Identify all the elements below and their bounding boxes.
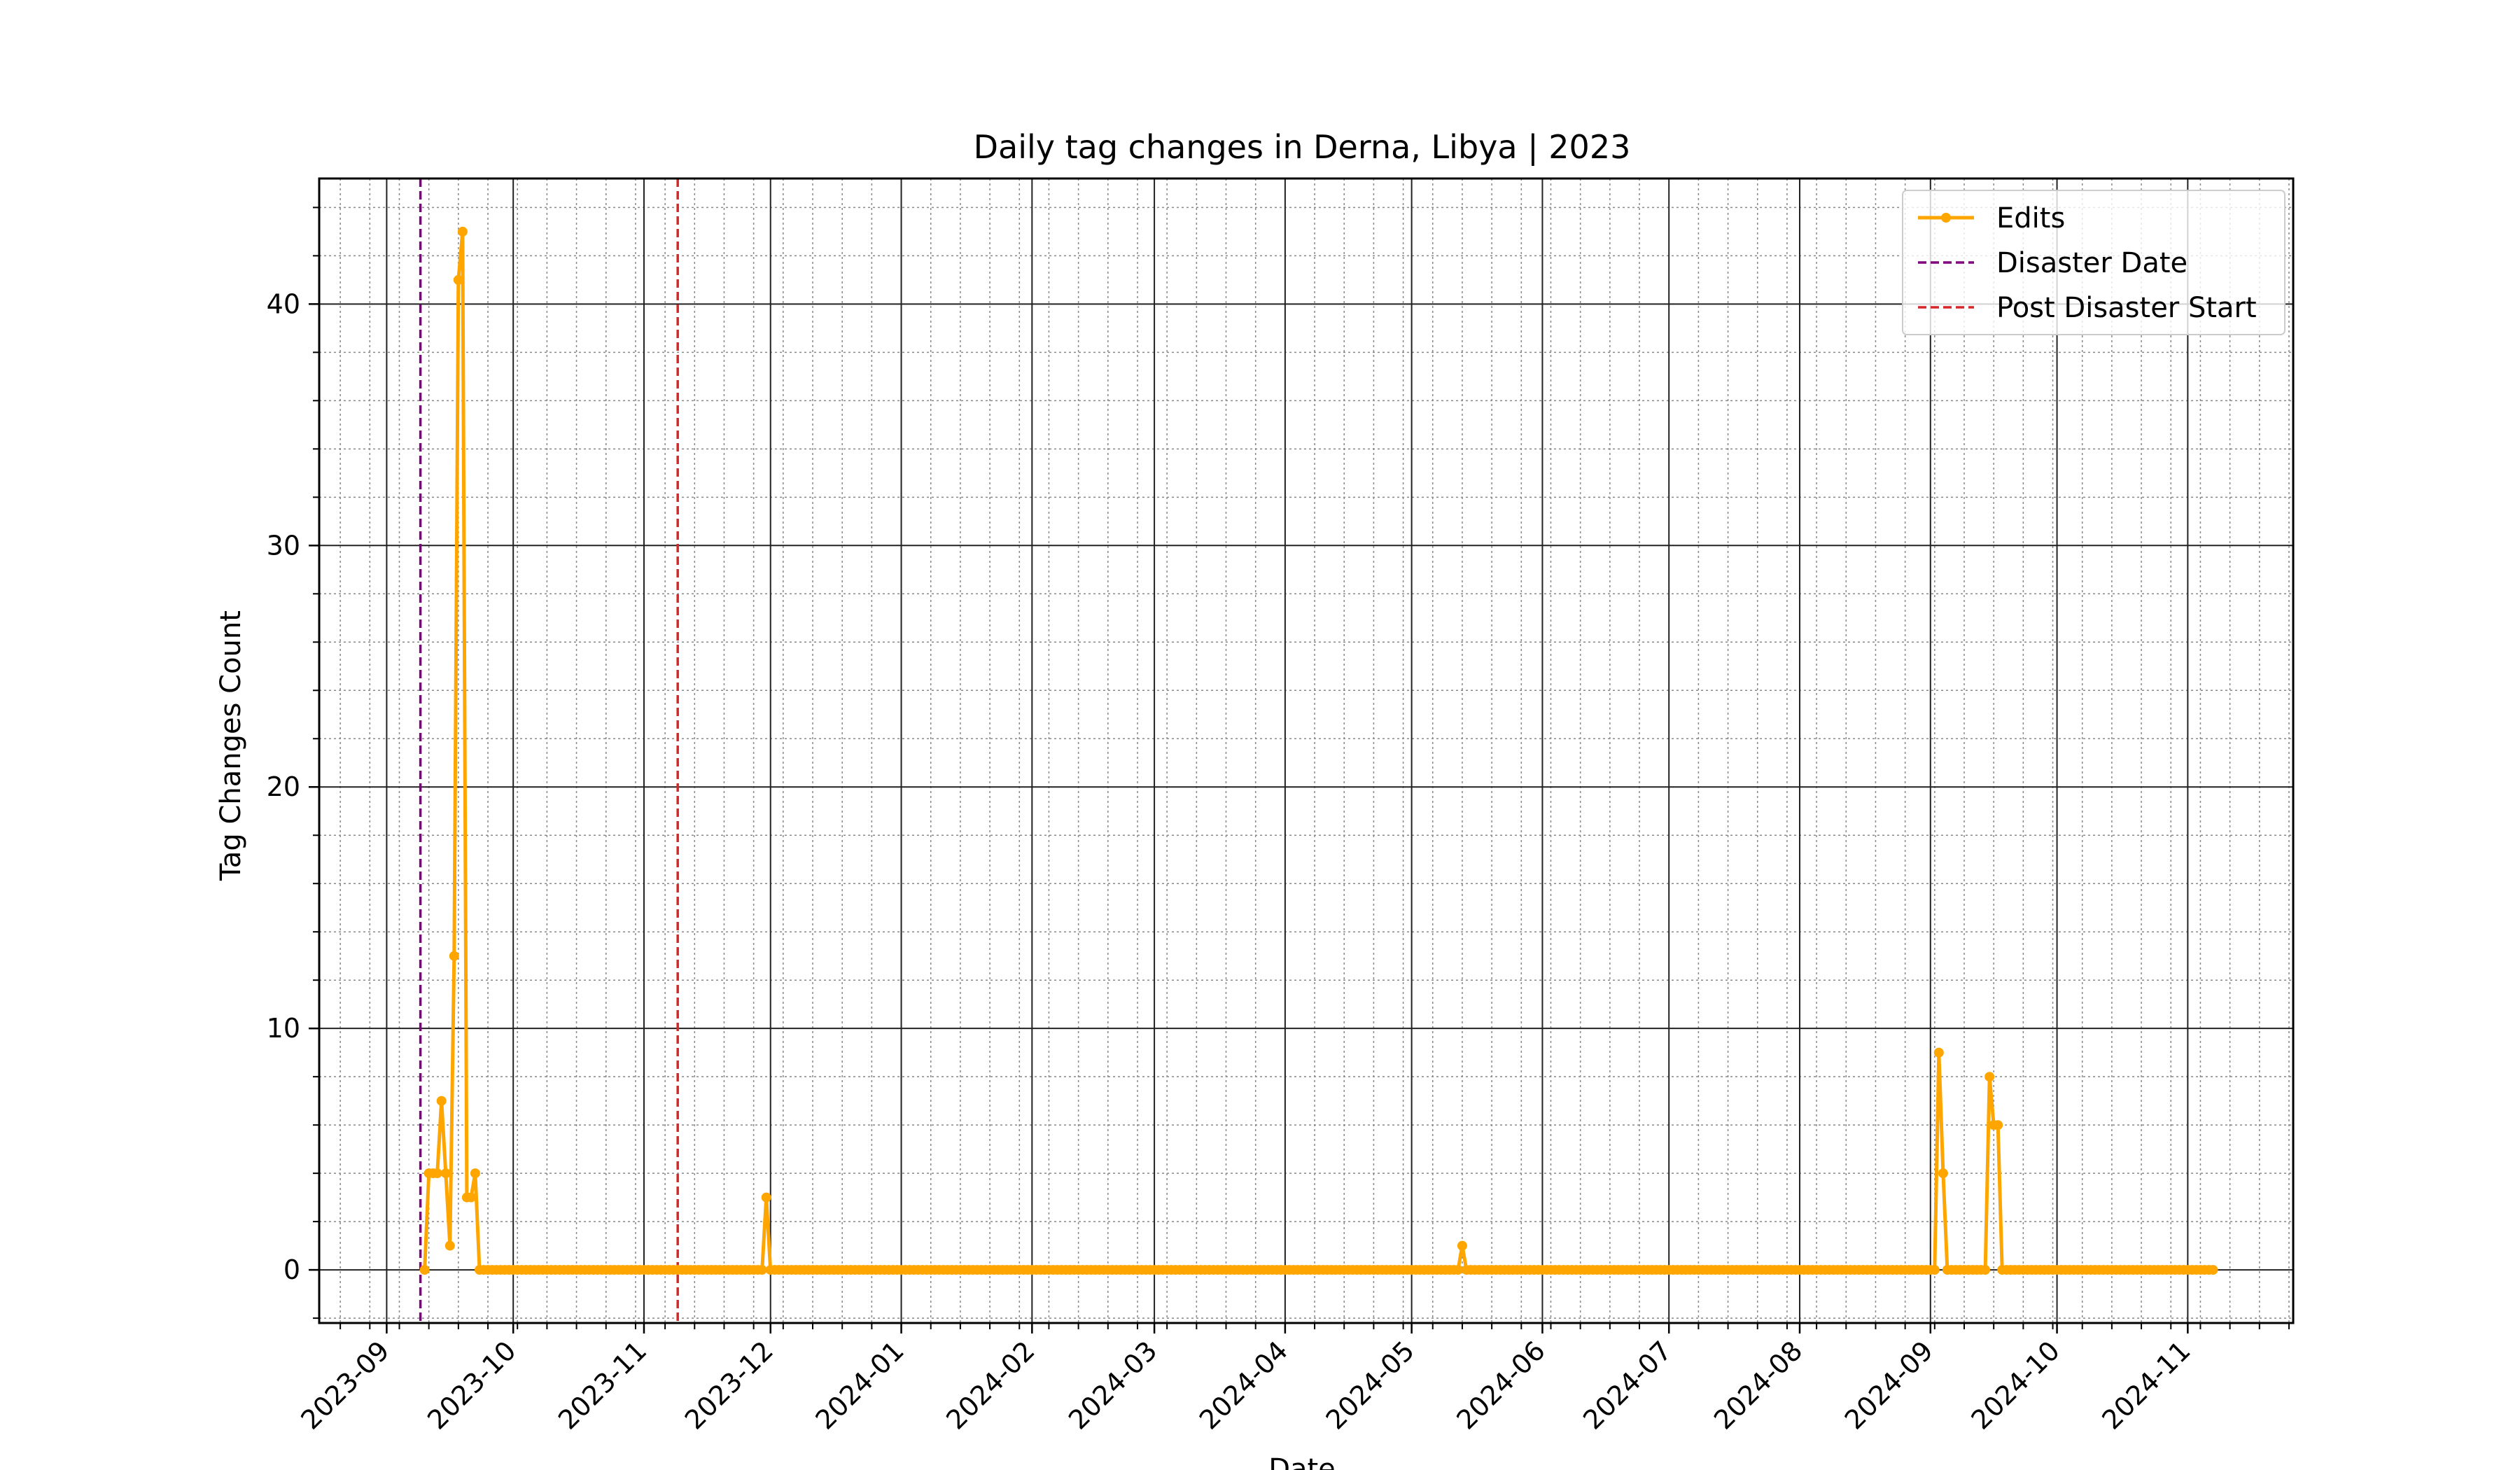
axis-ticks [309,206,2290,1334]
y-axis-label: Tag Changes Count [215,610,247,881]
x-axis-label: Date [1268,1453,1336,1470]
data-point [1933,1047,1944,1058]
data-point [419,1265,430,1275]
reference-lines [419,178,679,1323]
data-point [457,226,468,237]
data-point [440,1168,451,1179]
legend-label-edits: Edits [1996,202,2065,234]
y-tick-label: 0 [284,1254,300,1285]
data-point [1452,1265,1463,1275]
legend: Edits Disaster Date Post Disaster Start [1902,190,2286,335]
plot-frame [318,177,2295,1324]
data-point [444,1240,455,1251]
chart-title: Daily tag changes in Derna, Libya | 2023 [974,128,1631,167]
data-point [757,1265,767,1275]
data-point [1457,1240,1467,1251]
data-point [432,1168,442,1179]
data-point [1993,1120,2003,1130]
data-point [465,1192,476,1203]
legend-label-disaster-date: Disaster Date [1996,247,2188,279]
data-point [1984,1072,1995,1082]
y-tick-label: 10 [267,1013,300,1044]
legend-label-post-disaster-start: Post Disaster Start [1996,292,2257,324]
legend-marker-edits [1941,213,1951,223]
data-point [2208,1265,2218,1275]
minor-grid [319,178,2293,1323]
data-point [761,1192,771,1203]
data-point [470,1168,480,1179]
y-tick-label: 30 [267,530,300,561]
y-tick-labels: 0 10 20 30 40 [267,288,300,1285]
data-point [1929,1265,1940,1275]
data-point [449,951,459,961]
legend-box [1902,190,2286,335]
major-grid [319,178,2293,1323]
data-point [1938,1168,1948,1179]
y-tick-label: 20 [267,771,300,802]
series-edits [419,226,2218,1275]
plot-area [319,178,2293,1323]
y-tick-label: 40 [267,288,300,319]
data-point [453,274,463,285]
data-point [436,1096,447,1106]
data-point [1980,1265,1991,1275]
